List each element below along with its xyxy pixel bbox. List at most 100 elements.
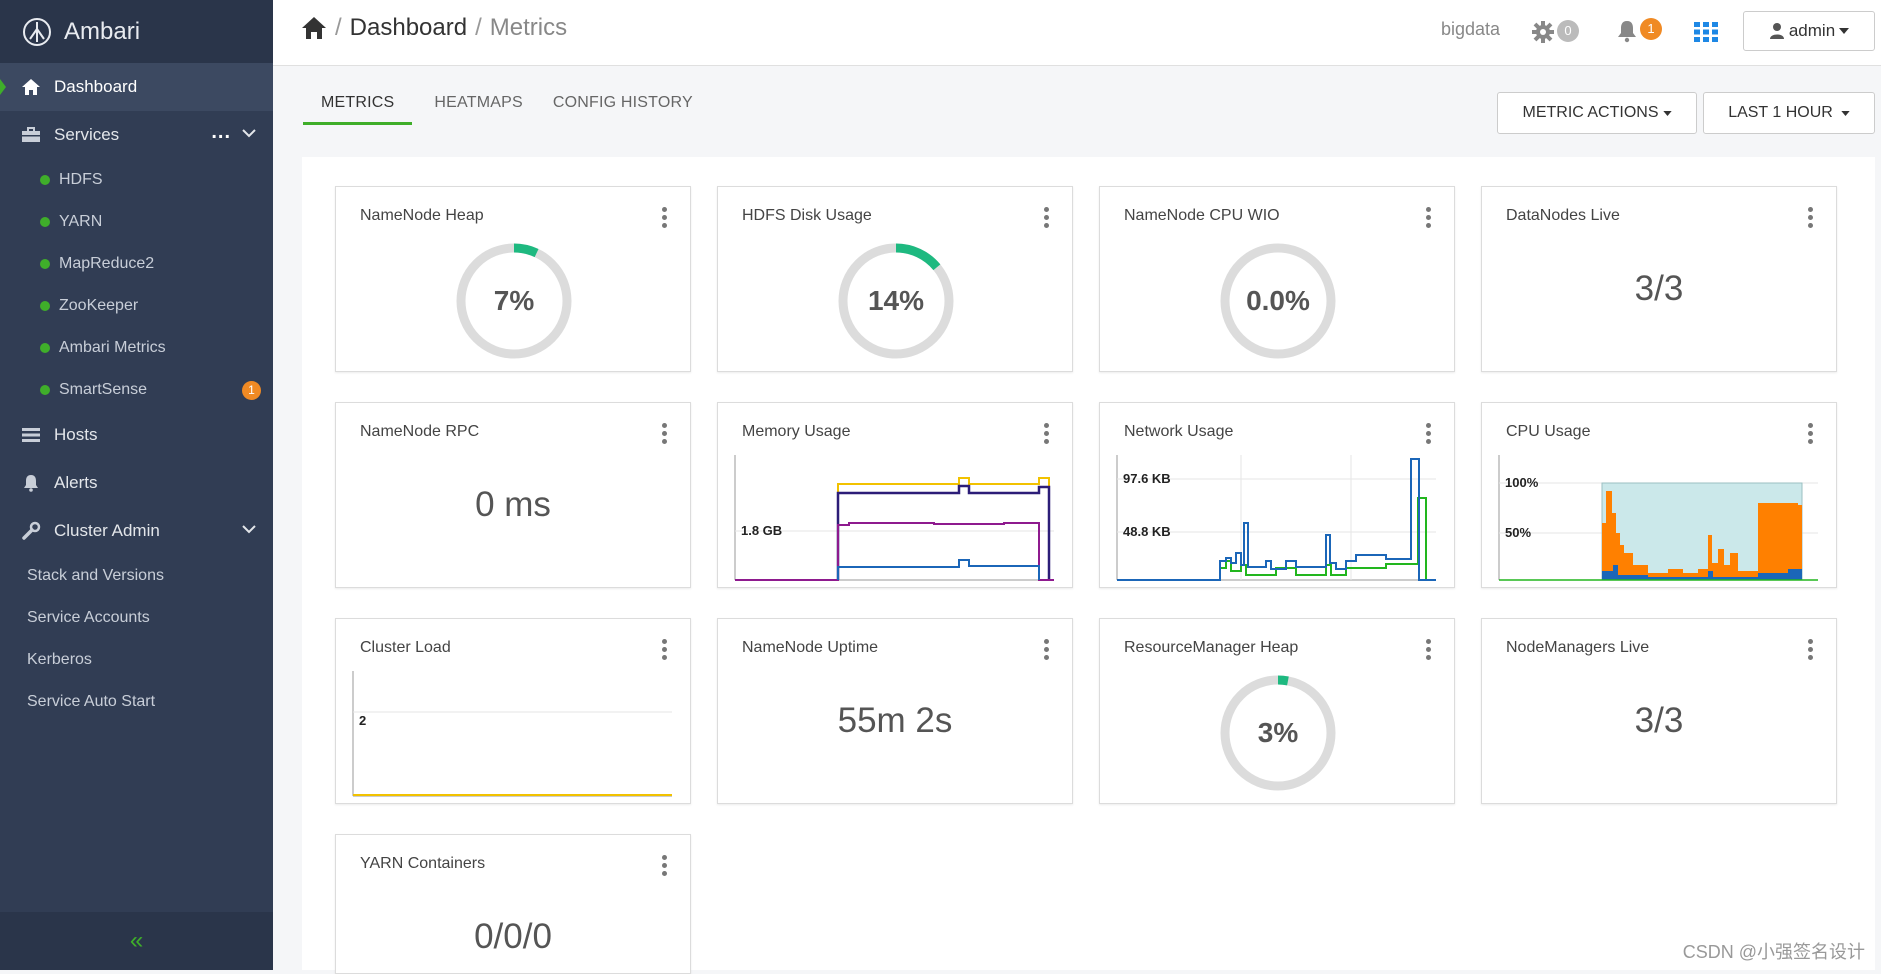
chart-axis-label: 100%: [1505, 475, 1539, 490]
series-line-blue: [837, 559, 1040, 580]
watermark: CSDN @小强签名设计: [1682, 942, 1865, 962]
service-item-zookeeper[interactable]: ZooKeeper: [0, 285, 273, 327]
nav-services-label: Services: [54, 125, 120, 144]
nav-alerts-label: Alerts: [54, 473, 98, 492]
nav-cluster-admin[interactable]: Cluster Admin: [0, 507, 273, 555]
admin-service-auto-start[interactable]: Service Auto Start: [27, 693, 156, 710]
cpu-usage-chart: 100% 50%: [1498, 455, 1818, 581]
nav-alerts[interactable]: Alerts: [0, 459, 273, 507]
widget-title: CPU Usage: [1506, 423, 1591, 440]
widget-namenode-rpc[interactable]: NameNode RPC 0 ms: [335, 402, 691, 588]
brand-name: Ambari: [64, 17, 141, 45]
kebab-menu-icon[interactable]: [662, 207, 668, 231]
service-item-ambari-metrics[interactable]: Ambari Metrics: [0, 327, 273, 369]
server-icon: [20, 427, 42, 443]
service-item-hdfs[interactable]: HDFS: [0, 159, 273, 201]
kebab-menu-icon[interactable]: [1426, 207, 1432, 231]
widget-title: Memory Usage: [742, 423, 851, 440]
gauge-value: 0.0%: [1246, 285, 1310, 316]
kebab-menu-icon[interactable]: [1044, 639, 1050, 663]
widget-namenode-heap[interactable]: NameNode Heap 7%: [335, 186, 691, 372]
widget-resourcemanager-heap[interactable]: ResourceManager Heap 3%: [1099, 618, 1455, 804]
kebab-menu-icon[interactable]: [1426, 639, 1432, 663]
nav-services[interactable]: Services ...: [0, 111, 273, 159]
kebab-menu-icon[interactable]: [1808, 423, 1814, 447]
nav-hosts[interactable]: Hosts: [0, 411, 273, 459]
breadcrumb-separator: /: [335, 14, 342, 41]
chart-axis-label: 97.6 KB: [1123, 471, 1171, 486]
kebab-menu-icon[interactable]: [662, 423, 668, 447]
services-more-icon[interactable]: ...: [211, 121, 231, 143]
gauge-ring: [1220, 243, 1336, 359]
series-line-blue: [1117, 458, 1436, 581]
service-item-smartsense[interactable]: SmartSense 1: [0, 369, 273, 411]
chart-axis-label: 2: [359, 713, 366, 728]
home-icon[interactable]: [301, 16, 327, 40]
brand[interactable]: Ambari: [0, 0, 273, 63]
service-label: ZooKeeper: [59, 297, 139, 314]
widget-datanodes-live[interactable]: DataNodes Live 3/3: [1481, 186, 1837, 372]
service-item-yarn[interactable]: YARN: [0, 201, 273, 243]
collapse-sidebar-button[interactable]: «: [0, 912, 273, 970]
wrench-icon: [20, 521, 42, 541]
status-ok-icon: [40, 301, 50, 311]
chart-axis-label: 48.8 KB: [1123, 524, 1171, 539]
gauge-ring: [838, 243, 954, 359]
widget-value: 3/3: [1634, 701, 1684, 740]
tab-config-history[interactable]: CONFIG HISTORY: [552, 94, 693, 111]
user-icon: [1769, 23, 1784, 39]
briefcase-icon: [20, 127, 42, 143]
status-ok-icon: [40, 175, 50, 185]
chevron-down-icon[interactable]: [241, 125, 257, 141]
time-range-button[interactable]: LAST 1 HOUR: [1703, 92, 1875, 134]
admin-kerberos[interactable]: Kerberos: [27, 651, 92, 668]
admin-service-accounts[interactable]: Service Accounts: [27, 609, 150, 626]
widget-yarn-containers[interactable]: YARN Containers 0/0/0: [335, 834, 691, 974]
nav-dashboard[interactable]: Dashboard: [0, 63, 273, 111]
caret-down-icon: [1841, 110, 1850, 116]
gauge-value: 3%: [1257, 717, 1299, 748]
status-ok-icon: [40, 217, 50, 227]
widget-cpu-usage[interactable]: CPU Usage 100% 50%: [1481, 402, 1837, 588]
metric-actions-button[interactable]: METRIC ACTIONS: [1497, 92, 1697, 134]
kebab-menu-icon[interactable]: [1426, 423, 1432, 447]
widget-title: HDFS Disk Usage: [742, 207, 872, 224]
alert-count-badge[interactable]: 1: [1640, 18, 1662, 40]
service-label: HDFS: [59, 171, 103, 188]
bell-icon: [20, 474, 42, 492]
kebab-menu-icon[interactable]: [1808, 207, 1814, 231]
gauge-fill: [1220, 675, 1336, 791]
breadcrumb-dashboard[interactable]: Dashboard: [349, 14, 468, 41]
widget-cluster-load[interactable]: Cluster Load 2: [335, 618, 691, 804]
series-area-user: [1602, 491, 1802, 580]
bell-icon[interactable]: [1616, 19, 1638, 43]
widget-title: YARN Containers: [360, 855, 486, 872]
gauge-fill: [456, 243, 572, 359]
widget-namenode-uptime[interactable]: NameNode Uptime 55m 2s: [717, 618, 1073, 804]
service-item-mapreduce2[interactable]: MapReduce2: [0, 243, 273, 285]
kebab-menu-icon[interactable]: [1044, 207, 1050, 231]
ops-count-badge[interactable]: 0: [1557, 20, 1579, 42]
home-icon: [20, 78, 42, 96]
kebab-menu-icon[interactable]: [662, 639, 668, 663]
gear-icon[interactable]: [1531, 20, 1555, 44]
widget-hdfs-disk-usage[interactable]: HDFS Disk Usage 14%: [717, 186, 1073, 372]
widget-network-usage[interactable]: Network Usage 97.6 KB 48.8 KB: [1099, 402, 1455, 588]
chevron-down-icon[interactable]: [241, 521, 257, 537]
tab-heatmaps[interactable]: HEATMAPS: [434, 94, 523, 111]
tab-metrics[interactable]: METRICS: [303, 94, 413, 125]
widget-memory-usage[interactable]: Memory Usage 1.8 GB: [717, 402, 1073, 588]
widget-nodemanagers-live[interactable]: NodeManagers Live 3/3: [1481, 618, 1837, 804]
status-ok-icon: [40, 385, 50, 395]
cluster-name: bigdata: [1441, 19, 1501, 39]
time-range-label: LAST 1 HOUR: [1728, 104, 1833, 121]
user-menu-button[interactable]: admin: [1743, 11, 1875, 51]
kebab-menu-icon[interactable]: [1808, 639, 1814, 663]
widget-namenode-cpu-wio[interactable]: NameNode CPU WIO 0.0%: [1099, 186, 1455, 372]
widget-title: NameNode RPC: [360, 423, 480, 440]
service-label: SmartSense: [59, 381, 148, 398]
kebab-menu-icon[interactable]: [1044, 423, 1050, 447]
apps-grid-icon[interactable]: [1694, 22, 1718, 42]
kebab-menu-icon[interactable]: [662, 855, 668, 879]
admin-stack-versions[interactable]: Stack and Versions: [27, 567, 164, 584]
